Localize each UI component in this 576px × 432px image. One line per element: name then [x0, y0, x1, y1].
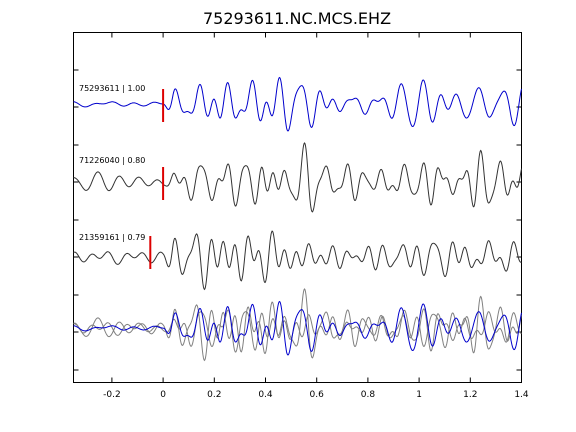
trace-waveform — [73, 142, 522, 213]
trace-label: 21359161 | 0.79 — [79, 233, 145, 242]
y-ticks — [73, 32, 522, 371]
chart-title: 75293611.NC.MCS.EHZ — [203, 9, 391, 28]
trace-label: 71226040 | 0.80 — [79, 156, 145, 165]
x-axis: -0.2 0 0.2 0.4 0.6 0.8 1 1.2 1.4 — [103, 32, 529, 400]
x-tick-label: -0.2 — [103, 390, 121, 400]
stack-trace-master — [73, 300, 522, 356]
plot-frame — [73, 32, 522, 383]
traces — [73, 76, 522, 362]
x-tick-label: 1.2 — [463, 390, 477, 400]
trace-waveform — [73, 230, 522, 291]
stack-trace-overlay — [73, 301, 522, 362]
x-tick-label: 1.4 — [514, 390, 529, 400]
x-tick-label: 0.6 — [310, 390, 325, 400]
x-tick-label: 0.4 — [258, 390, 273, 400]
x-tick-label: 1 — [416, 390, 422, 400]
x-tick-label: 0.2 — [207, 390, 221, 400]
x-tick-label: 0.8 — [361, 390, 376, 400]
pick-markers — [149, 89, 165, 269]
trace-waveform — [73, 76, 522, 132]
x-tick-label: 0 — [160, 390, 166, 400]
trace-labels: 75293611 | 1.00 71226040 | 0.80 21359161 |… — [79, 84, 145, 242]
trace-label: 75293611 | 1.00 — [79, 84, 145, 93]
